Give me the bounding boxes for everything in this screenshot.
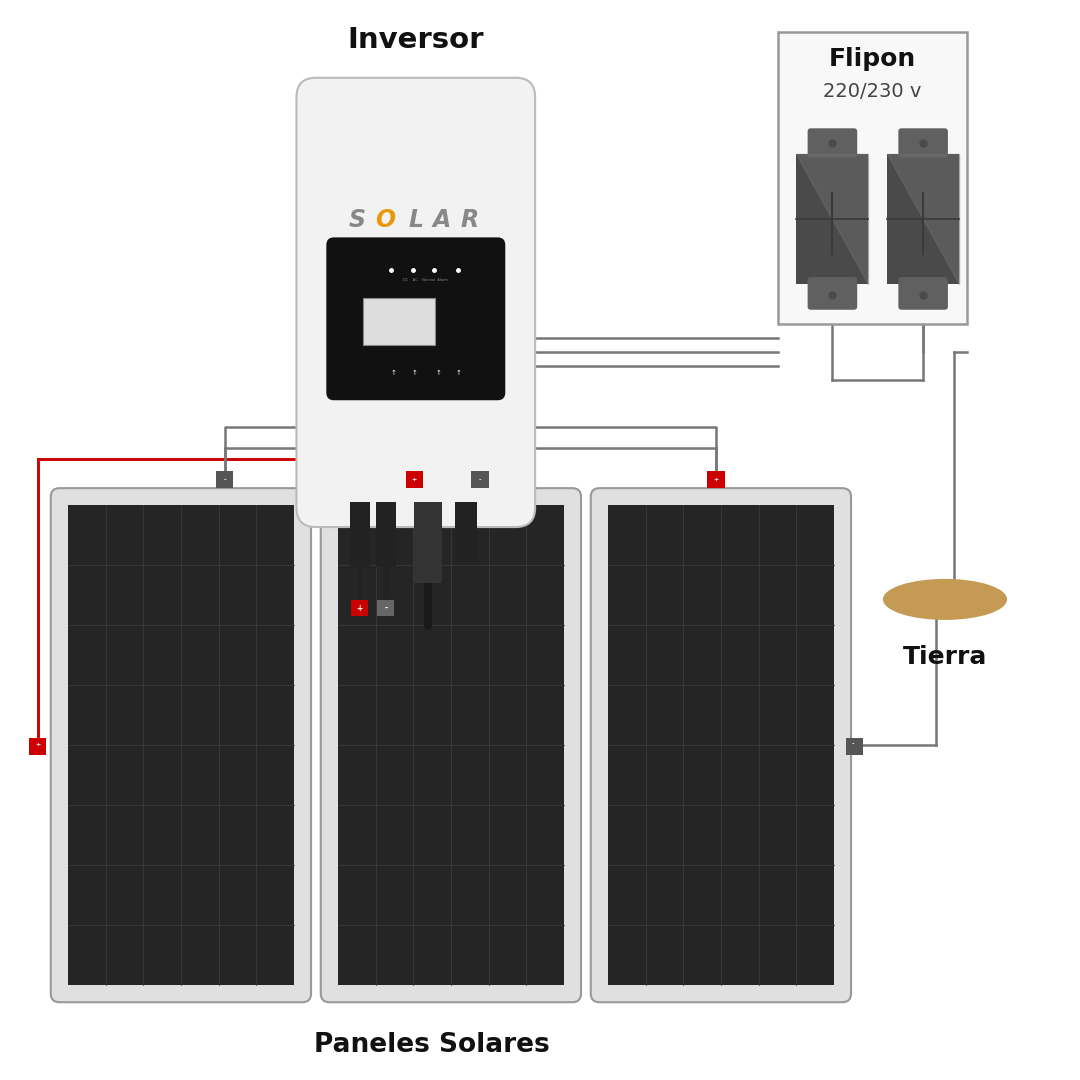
Text: ↑: ↑ — [411, 370, 418, 377]
Bar — [216, 471, 233, 488]
Bar — [472, 471, 489, 488]
FancyBboxPatch shape — [778, 32, 967, 324]
Bar — [376, 502, 395, 567]
Bar — [338, 505, 564, 985]
Ellipse shape — [883, 579, 1008, 620]
Polygon shape — [796, 154, 868, 284]
Bar — [887, 154, 959, 284]
FancyBboxPatch shape — [899, 129, 948, 158]
Text: DC    AC    Normal  Alarm: DC AC Normal Alarm — [403, 279, 448, 282]
Bar — [350, 502, 369, 567]
Text: +: + — [36, 742, 40, 746]
Bar — [29, 738, 46, 755]
Text: -: - — [478, 477, 482, 482]
Polygon shape — [887, 154, 959, 284]
Bar — [455, 502, 476, 562]
Text: Flipon: Flipon — [828, 48, 916, 71]
FancyBboxPatch shape — [51, 488, 311, 1002]
Bar — [351, 600, 368, 616]
Bar — [846, 738, 863, 755]
Text: -: - — [852, 742, 854, 746]
Text: A: A — [433, 208, 450, 232]
FancyBboxPatch shape — [321, 488, 581, 1002]
Text: Tierra: Tierra — [903, 645, 987, 669]
Text: ↑: ↑ — [435, 370, 442, 377]
Bar — [608, 505, 834, 985]
Bar — [363, 298, 435, 346]
FancyBboxPatch shape — [899, 278, 948, 310]
Text: +: + — [714, 477, 718, 482]
Text: Paneles Solares: Paneles Solares — [314, 1032, 550, 1058]
Bar — [68, 505, 294, 985]
Text: ↑: ↑ — [390, 370, 396, 377]
Text: O: O — [376, 208, 395, 232]
Text: 220/230 v: 220/230 v — [823, 82, 921, 102]
Bar — [414, 502, 442, 583]
FancyBboxPatch shape — [591, 488, 851, 1002]
FancyBboxPatch shape — [808, 278, 858, 310]
Bar — [796, 154, 868, 284]
Bar — [707, 471, 725, 488]
Text: ↑: ↑ — [455, 370, 461, 377]
Text: S: S — [349, 208, 366, 232]
Text: -: - — [224, 477, 226, 482]
Text: +: + — [411, 477, 417, 482]
Text: L: L — [408, 208, 423, 232]
FancyBboxPatch shape — [296, 78, 536, 527]
Text: Inversor: Inversor — [348, 26, 484, 54]
FancyBboxPatch shape — [808, 129, 858, 158]
Text: -: - — [384, 604, 388, 612]
Text: R: R — [461, 208, 478, 232]
Bar — [406, 471, 423, 488]
Bar — [377, 600, 394, 616]
FancyBboxPatch shape — [326, 238, 505, 401]
Text: +: + — [356, 604, 363, 612]
